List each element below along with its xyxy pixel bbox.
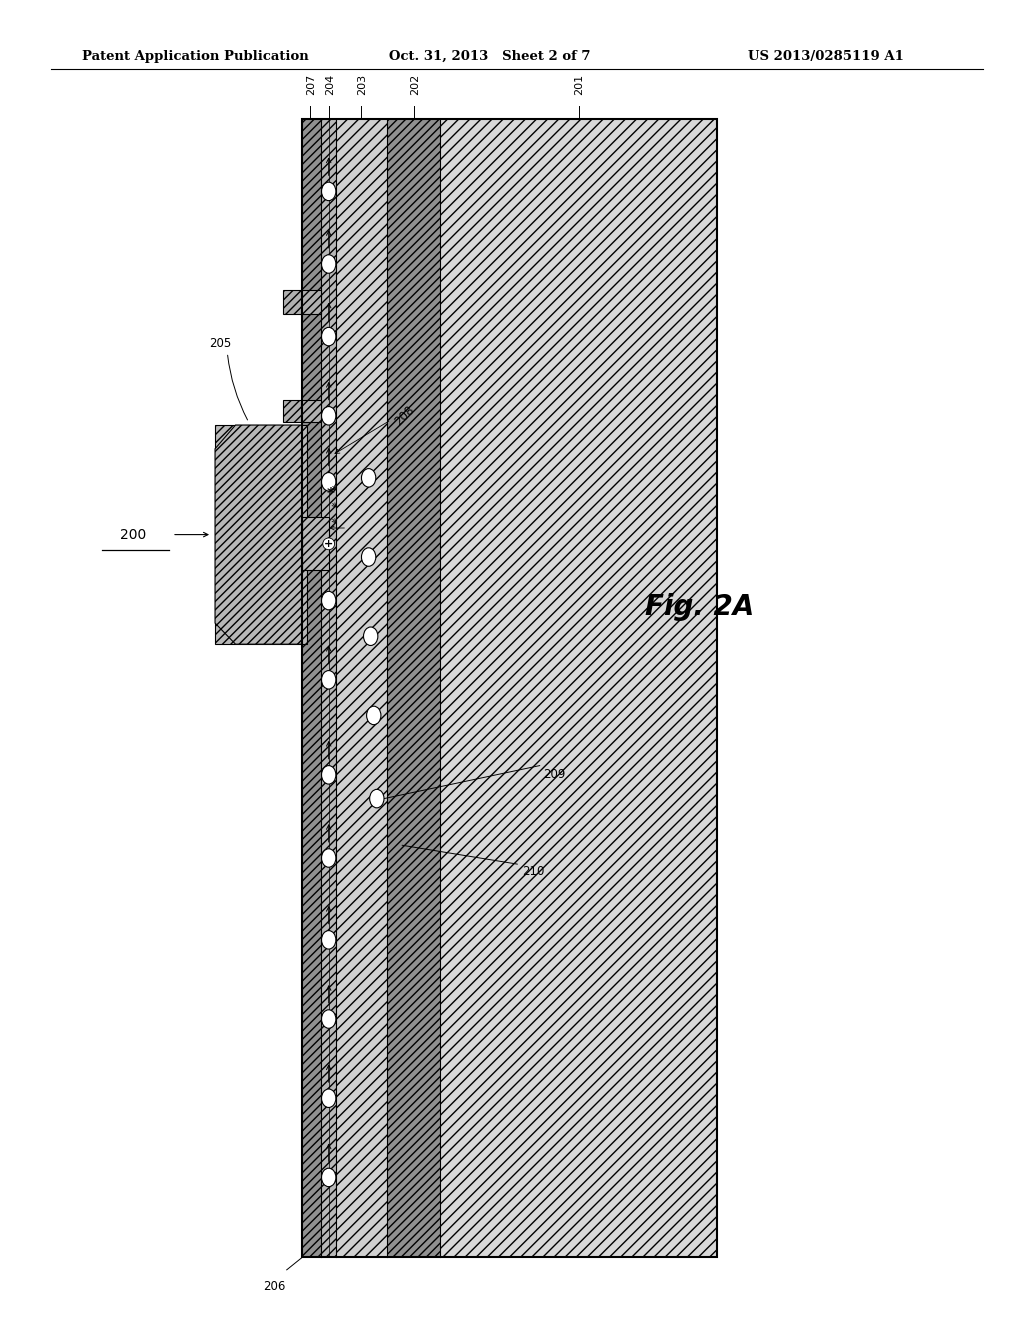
Text: Patent Application Publication: Patent Application Publication: [82, 50, 308, 63]
Bar: [302, 119, 321, 1257]
Text: 204: 204: [325, 74, 335, 95]
Bar: [215, 425, 307, 644]
Polygon shape: [215, 425, 302, 644]
Bar: [283, 400, 321, 422]
Circle shape: [322, 255, 336, 273]
Bar: [387, 119, 440, 1257]
Bar: [440, 119, 717, 1257]
Circle shape: [322, 591, 336, 610]
Text: 201: 201: [574, 74, 585, 95]
Bar: [283, 290, 321, 314]
Bar: [302, 517, 329, 570]
Text: 210: 210: [522, 865, 545, 878]
Text: US 2013/0285119 A1: US 2013/0285119 A1: [748, 50, 903, 63]
Text: Oct. 31, 2013   Sheet 2 of 7: Oct. 31, 2013 Sheet 2 of 7: [389, 50, 591, 63]
Bar: [336, 119, 387, 1257]
Circle shape: [322, 407, 336, 425]
Circle shape: [322, 182, 336, 201]
Text: Fig. 2A: Fig. 2A: [645, 593, 755, 622]
Text: 203: 203: [357, 74, 368, 95]
Text: 208: 208: [392, 404, 417, 428]
Circle shape: [322, 1010, 336, 1028]
Circle shape: [370, 789, 384, 808]
Bar: [302, 119, 717, 1257]
Circle shape: [322, 849, 336, 867]
Circle shape: [322, 1168, 336, 1187]
Text: 205: 205: [209, 337, 231, 350]
Circle shape: [367, 706, 381, 725]
Text: 209: 209: [543, 768, 565, 781]
Bar: [321, 119, 336, 1257]
Text: 202: 202: [410, 74, 420, 95]
Text: 200: 200: [120, 528, 146, 541]
Circle shape: [364, 627, 378, 645]
Text: +: +: [324, 539, 334, 549]
Circle shape: [361, 469, 376, 487]
Circle shape: [322, 1089, 336, 1107]
Circle shape: [322, 766, 336, 784]
Text: *: *: [327, 487, 335, 503]
Text: 207: 207: [306, 74, 316, 95]
Circle shape: [322, 473, 336, 491]
Circle shape: [361, 548, 376, 566]
Circle shape: [322, 327, 336, 346]
Text: 206: 206: [263, 1280, 286, 1294]
Circle shape: [322, 671, 336, 689]
Circle shape: [322, 931, 336, 949]
